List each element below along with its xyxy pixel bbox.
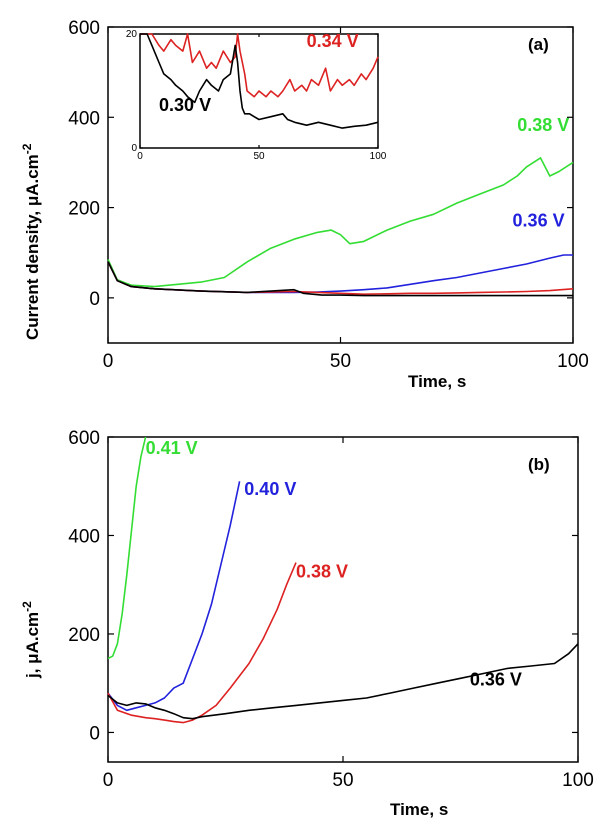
plot-area-b: [107, 436, 579, 763]
series-label-041V: 0.41 V: [146, 438, 198, 458]
series-label-040V: 0.40 V: [244, 479, 296, 499]
y-axis-label-a: Current density, μA.cm-2: [20, 143, 42, 340]
x-tick-label: 50: [330, 351, 351, 372]
y-tick-label: 600: [68, 18, 100, 39]
series-line-038V: [107, 157, 574, 288]
y-tick-label: 200: [68, 199, 100, 220]
y-tick-label: 20: [126, 29, 138, 40]
series-label-036V: 0.36 V: [513, 211, 565, 231]
series-label-034V: 0.34 V: [307, 31, 359, 51]
chart-panel-b: 0 50 100 0 200 400 600 0.41 V 0.40 V 0.38 V 0.36 …: [20, 428, 594, 819]
y-tick-label: 0: [131, 143, 137, 154]
y-tick-label: 0: [89, 289, 100, 310]
series-label-036V: 0.36 V: [470, 670, 522, 690]
panel-label-a: (a): [528, 35, 549, 54]
series-line-034V: [140, 33, 379, 98]
x-tick-label: 100: [557, 351, 589, 372]
y-tick-label: 600: [68, 428, 100, 449]
series-line-041V: [107, 436, 147, 660]
x-axis-label-a: Time, s: [408, 372, 466, 391]
series-label-038V: 0.38 V: [517, 115, 569, 135]
x-tick-label: 0: [137, 151, 143, 162]
series-label-038V: 0.38 V: [296, 561, 348, 581]
y-tick-label: 400: [68, 526, 100, 547]
x-tick-label: 0: [103, 351, 114, 372]
x-tick-label: 50: [253, 151, 265, 162]
series-line-036V: [107, 254, 573, 294]
series-line-030V: [140, 33, 379, 129]
y-tick-label: 200: [68, 625, 100, 646]
y-tick-label: 400: [68, 108, 100, 129]
x-axis-label-b: Time, s: [390, 800, 448, 819]
panel-label-b: (b): [528, 455, 550, 474]
series-line-030V: [107, 261, 573, 297]
series-label-030V: 0.30 V: [159, 95, 211, 115]
x-tick-label: 100: [562, 770, 594, 791]
series-line-040V: [107, 481, 241, 712]
series-line-036V: [107, 643, 579, 720]
x-tick-label: 0: [103, 770, 114, 791]
x-tick-label: 100: [370, 151, 387, 162]
series-line-038V: [107, 562, 297, 724]
y-tick-label: 0: [89, 723, 100, 744]
x-tick-label: 50: [332, 770, 353, 791]
y-axis-label-b: j, μA.cm-2: [20, 601, 42, 679]
inset-chart: 0 50 100 0 20 0.34 V 0.30 V: [126, 29, 387, 162]
